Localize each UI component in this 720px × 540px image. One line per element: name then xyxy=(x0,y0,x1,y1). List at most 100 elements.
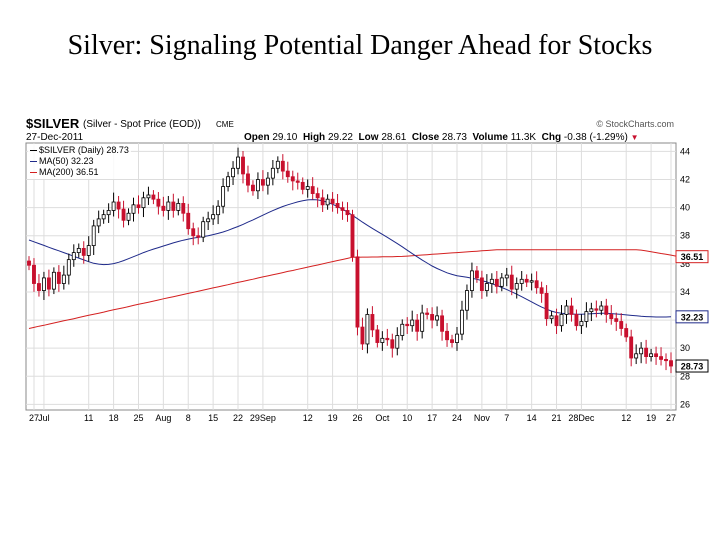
x-axis: 27 Jul 11 18 25 Aug 8 15 22 29Sep 12 19 26 Oct 10 17 24 N… xyxy=(29,413,676,423)
candle-body xyxy=(604,305,609,315)
candle-body xyxy=(554,315,559,327)
x-tick-label: 19 xyxy=(328,413,338,423)
candle-body xyxy=(166,201,171,211)
y-tick-label: 34 xyxy=(680,287,690,297)
candle-body xyxy=(569,305,574,315)
candle-body xyxy=(390,339,395,349)
candle-body xyxy=(176,203,181,211)
last-value-label: 28.73 xyxy=(681,362,704,372)
candle-body xyxy=(619,321,624,329)
candle-body xyxy=(669,360,673,367)
legend-ma50: MA(50) 32.23 xyxy=(30,156,129,167)
candle-body xyxy=(56,271,61,284)
candle-body xyxy=(654,353,659,357)
candle-body xyxy=(370,314,375,331)
ma50-line xyxy=(28,199,672,318)
x-tick-label: 29Sep xyxy=(250,413,276,423)
candle-body xyxy=(241,156,245,175)
candle-body xyxy=(335,203,340,209)
candle-body xyxy=(221,186,226,207)
symbol-description: (Silver - Spot Price (EOD)) xyxy=(83,119,201,130)
volume-label: Volume xyxy=(472,132,508,143)
candle-body xyxy=(136,204,141,209)
candle-body xyxy=(320,197,325,206)
candle-body xyxy=(479,277,484,291)
candle-body xyxy=(255,179,260,192)
candle-body xyxy=(246,173,250,186)
legend-ma50-label: MA(50) 32.23 xyxy=(39,156,94,166)
candle-body xyxy=(395,335,400,349)
candle-body xyxy=(27,260,31,266)
candle-body xyxy=(66,259,71,276)
candle-body xyxy=(430,314,435,321)
x-tick-label: 21 xyxy=(552,413,562,423)
candle-body xyxy=(350,214,355,258)
ma200-series xyxy=(28,249,682,329)
candle-body xyxy=(450,339,454,343)
x-tick-label: 28Dec xyxy=(568,413,595,423)
x-tick-label: 12 xyxy=(621,413,631,423)
candle-body xyxy=(51,271,56,290)
high-label: High xyxy=(302,132,326,143)
candle-body xyxy=(639,347,644,355)
candle-body xyxy=(519,278,524,284)
last-value-label: 36.51 xyxy=(681,252,704,262)
candle-body xyxy=(310,186,315,194)
x-tick-label: 14 xyxy=(527,413,537,423)
candle-body xyxy=(151,194,156,200)
candle-body xyxy=(86,245,91,256)
candle-body xyxy=(300,181,305,190)
last-value-box xyxy=(675,250,709,264)
x-tick-label: 26 xyxy=(352,413,362,423)
candle-body xyxy=(106,210,111,216)
candle-body xyxy=(440,315,445,332)
x-tick-label: Nov xyxy=(474,413,491,423)
candle-body xyxy=(524,278,529,283)
x-tick-label: 11 xyxy=(84,413,93,423)
stockcharts-logo[interactable]: © StockCharts.com xyxy=(596,119,674,129)
chg-label: Chg xyxy=(541,132,562,143)
candle-body xyxy=(211,214,216,220)
candle-body xyxy=(544,292,549,320)
candle-body xyxy=(410,319,415,327)
candle-body xyxy=(280,160,285,172)
candle-body xyxy=(579,321,584,327)
y-tick-label: 26 xyxy=(680,399,690,409)
candle-body xyxy=(171,201,176,211)
candle-body xyxy=(460,309,464,335)
y-tick-label: 40 xyxy=(680,203,690,213)
candle-body xyxy=(345,210,350,216)
candle-body xyxy=(191,228,196,237)
candle-body xyxy=(549,315,554,320)
candles xyxy=(27,147,673,374)
candle-body xyxy=(659,356,663,360)
low-label: Low xyxy=(358,132,379,143)
ma50-series xyxy=(28,199,672,318)
candle-body xyxy=(609,314,614,320)
candle-body xyxy=(469,270,474,291)
candle-body xyxy=(634,353,639,359)
candle-body xyxy=(330,198,335,204)
candle-body xyxy=(231,167,235,178)
candle-body xyxy=(91,225,96,246)
candle-body xyxy=(589,308,594,313)
candle-body xyxy=(116,201,121,210)
chart-header: $SILVER (Silver - Spot Price (EOD)) CME … xyxy=(26,116,682,146)
legend-ma200: MA(200) 36.51 xyxy=(30,167,129,178)
x-tick-label: 18 xyxy=(109,413,119,423)
chg-value: -0.38 (-1.29%) xyxy=(563,132,628,143)
legend-price: $SILVER (Daily) 28.73 xyxy=(30,145,129,156)
candle-body xyxy=(156,198,161,207)
legend-price-label: $SILVER (Daily) 28.73 xyxy=(39,145,129,155)
candle-body xyxy=(340,207,345,211)
x-tick-label: Aug xyxy=(155,413,171,423)
candle-body xyxy=(489,278,494,284)
candle-body xyxy=(664,359,668,362)
candle-body xyxy=(126,212,131,221)
candle-body xyxy=(529,280,534,283)
x-tick-label: Oct xyxy=(375,413,390,423)
x-tick-label: Jul xyxy=(38,413,50,423)
candle-body xyxy=(76,247,81,254)
candle-body xyxy=(161,205,166,211)
